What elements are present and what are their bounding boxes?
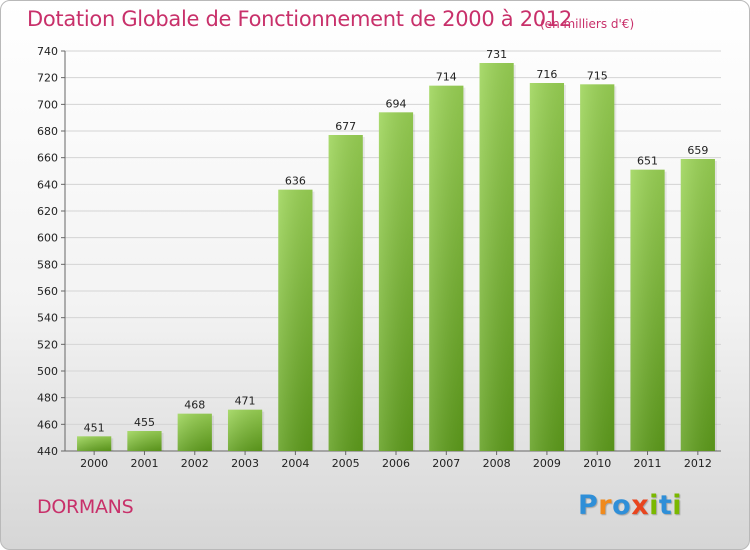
bar-highlight xyxy=(630,169,665,451)
logo-letter: i xyxy=(672,490,683,521)
bar-value-label: 451 xyxy=(84,421,105,434)
x-tick-label: 2007 xyxy=(432,457,460,470)
y-tick-label: 740 xyxy=(37,45,58,58)
x-tick-label: 2008 xyxy=(483,457,511,470)
y-tick-label: 560 xyxy=(37,285,58,298)
y-tick-label: 460 xyxy=(37,418,58,431)
x-tick-label: 2011 xyxy=(634,457,662,470)
logo-letter: o xyxy=(612,490,632,521)
x-tick-label: 2006 xyxy=(382,457,410,470)
y-tick-label: 700 xyxy=(37,98,58,111)
labels: 440 460 480 500 520 540 560 580 600 620 640 660 680 7… xyxy=(37,45,712,470)
bar-highlight xyxy=(77,436,112,451)
logo-letter: x xyxy=(631,490,650,521)
bar-value-label: 694 xyxy=(386,97,407,110)
bar-highlight xyxy=(429,85,464,452)
x-tick-label: 2001 xyxy=(130,457,158,470)
bar-highlight xyxy=(378,112,414,451)
y-tick-label: 600 xyxy=(37,232,58,245)
bar-value-label: 659 xyxy=(687,144,708,157)
bar-value-label: 714 xyxy=(436,71,457,84)
x-tick-label: 2004 xyxy=(281,457,309,470)
bar-highlight xyxy=(227,409,263,451)
x-tick-label: 2002 xyxy=(181,457,209,470)
y-tick-label: 440 xyxy=(37,445,58,458)
x-tick-label: 2012 xyxy=(684,457,712,470)
bar-value-label: 471 xyxy=(235,395,256,408)
y-tick-label: 680 xyxy=(37,125,58,138)
bar-value-label: 731 xyxy=(486,48,507,61)
bar-value-label: 636 xyxy=(285,175,306,188)
bar-highlight xyxy=(177,413,212,451)
bar-value-label: 716 xyxy=(536,68,557,81)
logo-letter: P xyxy=(578,490,599,521)
bars xyxy=(77,63,717,452)
y-tick-label: 520 xyxy=(37,338,58,351)
bar-highlight xyxy=(580,84,615,451)
bar-highlight xyxy=(479,63,514,451)
y-tick-label: 660 xyxy=(37,152,58,165)
x-tick-label: 2009 xyxy=(533,457,561,470)
bar-highlight xyxy=(680,159,715,451)
logo-letter: t xyxy=(658,490,673,521)
bar-highlight xyxy=(278,189,313,451)
x-tick-label: 2010 xyxy=(583,457,611,470)
logo-letter: r xyxy=(598,490,613,521)
y-tick-label: 480 xyxy=(37,392,58,405)
logo-letter: i xyxy=(649,490,659,521)
chart-title: Dotation Globale de Fonctionnement de 20… xyxy=(27,7,572,31)
bar-value-label: 468 xyxy=(184,399,205,412)
x-tick-label: 2003 xyxy=(231,457,259,470)
x-tick-label: 2005 xyxy=(332,457,360,470)
y-tick-label: 720 xyxy=(37,72,58,85)
bar-value-label: 651 xyxy=(637,155,658,168)
y-tick-label: 580 xyxy=(37,258,58,271)
y-tick-label: 540 xyxy=(37,312,58,325)
y-tick-label: 640 xyxy=(37,178,58,191)
bar-highlight xyxy=(529,83,565,451)
y-tick-label: 620 xyxy=(37,205,58,218)
x-tick-label: 2000 xyxy=(80,457,108,470)
proxiti-logo[interactable]: Proxiti xyxy=(578,490,682,521)
bar-value-label: 455 xyxy=(134,416,155,429)
bar-value-label: 715 xyxy=(587,69,608,82)
chart-subtitle: (en milliers d'€) xyxy=(540,17,635,31)
y-tick-label: 500 xyxy=(37,365,58,378)
bar-highlight xyxy=(127,431,162,451)
bar-highlight xyxy=(328,135,363,451)
bar-value-label: 677 xyxy=(335,120,356,133)
place-name: DORMANS xyxy=(37,496,134,518)
